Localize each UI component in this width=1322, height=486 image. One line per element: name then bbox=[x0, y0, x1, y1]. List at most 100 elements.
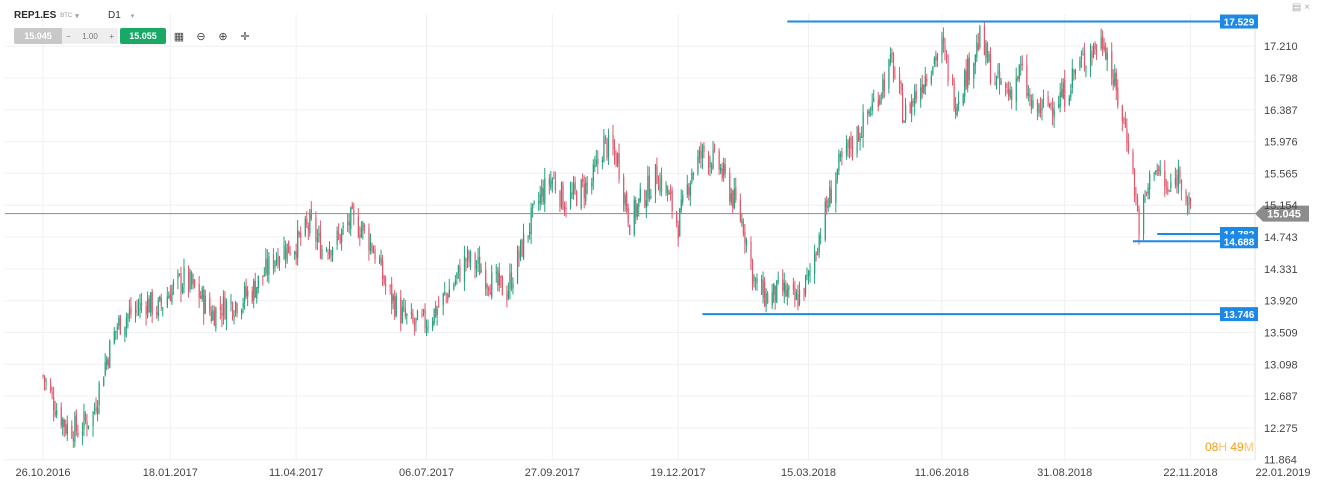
candle-body bbox=[776, 280, 778, 303]
candle-body bbox=[404, 308, 406, 317]
minimize-icon[interactable]: ▤ bbox=[1291, 2, 1302, 13]
timeframe-selector[interactable]: D1 ▾ bbox=[108, 10, 134, 21]
close-icon[interactable]: × bbox=[1304, 2, 1310, 13]
candle-body bbox=[134, 309, 137, 313]
candles-icon[interactable]: ▦ bbox=[173, 30, 185, 43]
candle-body bbox=[532, 203, 534, 209]
candle-body bbox=[325, 249, 328, 251]
candle-body bbox=[597, 158, 599, 165]
candle-body bbox=[964, 70, 966, 97]
candle-body bbox=[850, 136, 852, 149]
qty-minus-button[interactable]: − bbox=[66, 31, 71, 41]
candle-body bbox=[245, 287, 247, 297]
candle-body bbox=[489, 291, 491, 295]
candle-body bbox=[682, 194, 684, 203]
candle-body bbox=[1100, 37, 1102, 49]
candle-body bbox=[523, 233, 525, 259]
candle-body bbox=[160, 298, 162, 306]
candle-body bbox=[139, 302, 141, 310]
candle-body bbox=[1106, 52, 1108, 61]
candle-body bbox=[1168, 190, 1171, 192]
sell-button[interactable]: 15.045 bbox=[14, 28, 62, 44]
candle-body bbox=[1050, 103, 1052, 105]
candle-body bbox=[892, 54, 895, 78]
candle-body bbox=[977, 43, 980, 50]
candle-body bbox=[304, 218, 306, 236]
candle-body bbox=[1059, 91, 1061, 107]
candle-body bbox=[714, 148, 716, 150]
x-tick-label: 31.08.2018 bbox=[1037, 467, 1092, 479]
candle-body bbox=[327, 251, 329, 255]
candle-body bbox=[427, 326, 429, 328]
candle-body bbox=[635, 200, 637, 218]
candle-body bbox=[1174, 177, 1177, 186]
candle-body bbox=[500, 275, 502, 278]
candle-body bbox=[739, 199, 742, 221]
candle-body bbox=[307, 225, 309, 231]
candle-body bbox=[888, 60, 890, 89]
candle-body bbox=[453, 285, 455, 290]
y-tick-label: 15.565 bbox=[1264, 168, 1298, 180]
candle-body bbox=[288, 240, 290, 254]
candle-body bbox=[650, 196, 652, 199]
candle-body bbox=[701, 145, 704, 159]
candle-body bbox=[912, 101, 914, 103]
candle-body bbox=[826, 199, 828, 209]
candle-body bbox=[188, 266, 190, 290]
candle-body bbox=[668, 192, 670, 195]
x-tick-label: 11.04.2017 bbox=[269, 467, 323, 479]
candle-body bbox=[644, 190, 646, 207]
candle-body bbox=[84, 414, 87, 421]
y-tick-label: 16.798 bbox=[1264, 73, 1298, 85]
candle-body bbox=[603, 136, 605, 163]
quantity-stepper[interactable]: − 1.00 + bbox=[62, 28, 118, 44]
candle-body bbox=[900, 82, 902, 91]
candle-body bbox=[883, 80, 886, 92]
crosshair-icon[interactable]: ✛ bbox=[240, 30, 250, 43]
candle-body bbox=[741, 219, 743, 224]
candle-body bbox=[74, 416, 76, 443]
candle-body bbox=[756, 278, 758, 283]
quantity-value[interactable]: 1.00 bbox=[82, 31, 98, 41]
candle-body bbox=[595, 159, 598, 165]
x-tick-label: 06.07.2017 bbox=[399, 467, 454, 479]
candle-body bbox=[921, 84, 923, 93]
candle-body bbox=[253, 280, 255, 301]
candle-body bbox=[1153, 173, 1155, 175]
candle-body bbox=[629, 224, 631, 235]
candle-body bbox=[697, 156, 699, 173]
candle-body bbox=[936, 54, 939, 61]
zoom-out-icon[interactable]: ⊖ bbox=[196, 30, 206, 43]
candle-body bbox=[909, 103, 911, 114]
candle-body bbox=[286, 243, 288, 262]
candle-body bbox=[953, 80, 955, 109]
candle-body bbox=[718, 151, 720, 170]
symbol-selector[interactable]: REP1.ES BTC ▾ bbox=[14, 10, 79, 21]
candle-body bbox=[241, 309, 243, 315]
candle-body bbox=[118, 317, 120, 326]
candle-body bbox=[380, 258, 382, 266]
candle-body bbox=[941, 38, 943, 55]
candle-body bbox=[1026, 64, 1028, 96]
candle-body bbox=[1159, 170, 1161, 174]
buy-button[interactable]: 15.055 bbox=[120, 28, 166, 44]
candle-body bbox=[617, 153, 619, 165]
zoom-in-icon[interactable]: ⊕ bbox=[218, 30, 228, 43]
candle-body bbox=[491, 272, 493, 298]
candle-body bbox=[77, 432, 79, 437]
candle-body bbox=[944, 45, 946, 52]
candle-body bbox=[86, 421, 88, 429]
candle-body bbox=[516, 249, 519, 284]
candle-body bbox=[362, 222, 364, 231]
candle-body bbox=[98, 383, 100, 406]
candle-body bbox=[576, 191, 578, 206]
qty-plus-button[interactable]: + bbox=[109, 31, 114, 41]
candle-body bbox=[627, 208, 629, 223]
candle-body bbox=[247, 290, 249, 297]
candle-body bbox=[680, 199, 682, 210]
candle-body bbox=[159, 296, 161, 301]
candle-body bbox=[1138, 208, 1140, 236]
candle-body bbox=[71, 425, 73, 439]
candle-body bbox=[730, 193, 732, 203]
